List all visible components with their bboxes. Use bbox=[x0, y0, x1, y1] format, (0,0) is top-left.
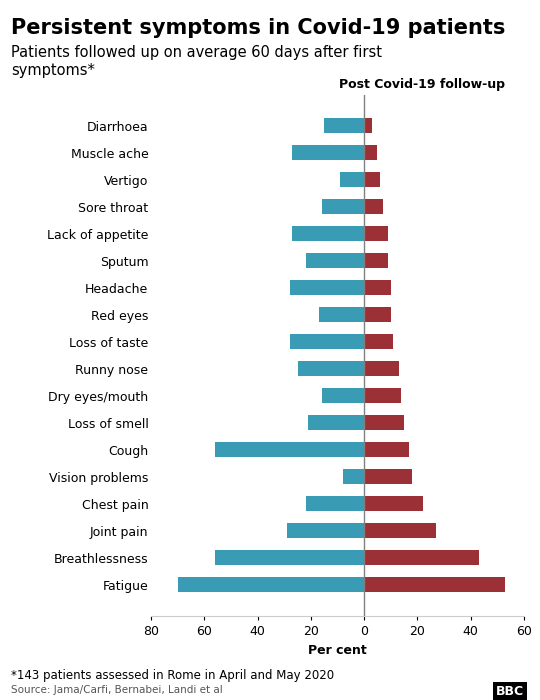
Bar bbox=[364, 280, 391, 295]
Bar bbox=[292, 145, 364, 160]
Bar bbox=[298, 361, 364, 376]
Bar bbox=[364, 307, 391, 322]
Bar bbox=[364, 361, 399, 376]
Bar bbox=[292, 226, 364, 241]
Bar bbox=[321, 389, 364, 403]
Bar bbox=[364, 253, 388, 268]
Bar bbox=[364, 172, 380, 187]
Text: Patients followed up on average 60 days after first
symptoms*: Patients followed up on average 60 days … bbox=[11, 46, 382, 78]
Bar bbox=[364, 145, 377, 160]
Bar bbox=[364, 578, 505, 592]
Text: Source: Jama/Carfi, Bernabei, Landi et al: Source: Jama/Carfi, Bernabei, Landi et a… bbox=[11, 685, 222, 694]
X-axis label: Per cent: Per cent bbox=[308, 643, 367, 657]
Bar bbox=[364, 226, 388, 241]
Bar bbox=[321, 199, 364, 214]
Bar bbox=[308, 415, 364, 430]
Text: *143 patients assessed in Rome in April and May 2020: *143 patients assessed in Rome in April … bbox=[11, 668, 334, 682]
Bar bbox=[306, 496, 364, 511]
Bar bbox=[364, 496, 423, 511]
Bar bbox=[364, 442, 409, 457]
Bar bbox=[324, 118, 364, 133]
Bar bbox=[306, 253, 364, 268]
Text: BBC: BBC bbox=[496, 685, 524, 698]
Bar bbox=[289, 335, 364, 349]
Bar bbox=[340, 172, 364, 187]
Bar bbox=[343, 470, 364, 484]
Bar bbox=[319, 307, 364, 322]
Bar bbox=[364, 118, 372, 133]
Bar bbox=[215, 442, 364, 457]
Bar bbox=[364, 389, 401, 403]
Bar bbox=[364, 199, 383, 214]
Bar bbox=[215, 550, 364, 566]
Text: Post Covid-19 follow-up: Post Covid-19 follow-up bbox=[339, 78, 505, 90]
Bar bbox=[289, 280, 364, 295]
Bar bbox=[364, 470, 412, 484]
Text: Persistent symptoms in Covid-19 patients: Persistent symptoms in Covid-19 patients bbox=[11, 18, 505, 38]
Bar bbox=[364, 415, 404, 430]
Bar bbox=[364, 550, 478, 566]
Bar bbox=[364, 335, 393, 349]
Bar bbox=[287, 524, 364, 538]
Bar bbox=[178, 578, 364, 592]
Bar bbox=[364, 524, 436, 538]
